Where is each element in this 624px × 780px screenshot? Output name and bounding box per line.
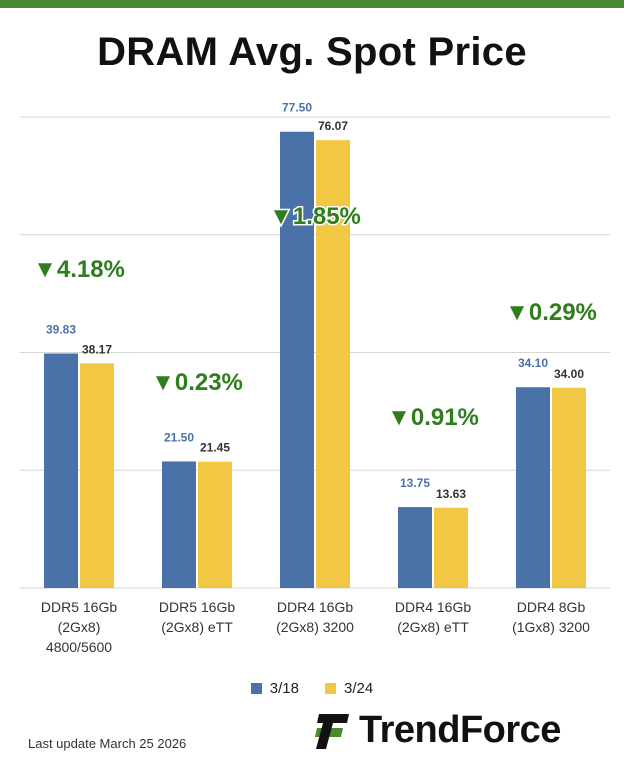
- data-label-1-5: 34.10: [518, 356, 548, 370]
- logo-wordmark: TrendForce: [359, 709, 561, 751]
- trendforce-logo-icon: [315, 713, 349, 749]
- top-accent-bar: [0, 0, 624, 8]
- legend: 3/18 3/24: [0, 680, 624, 697]
- data-label-2-4: 13.63: [436, 487, 466, 501]
- change-label-5: ▼0.29%: [505, 299, 597, 326]
- legend-item-series-1: 3/18: [250, 680, 299, 697]
- bar-2-5: [552, 387, 586, 588]
- change-label-1: ▼4.18%: [33, 256, 125, 283]
- category-label-2-line-1: DDR5 16Gb: [159, 599, 235, 615]
- change-label-2: ▼0.23%: [151, 369, 243, 396]
- category-label-1-line-2: (2Gx8): [58, 619, 101, 635]
- chart-title: DRAM Avg. Spot Price: [97, 30, 527, 74]
- bar-1-2: [162, 461, 196, 588]
- category-label-4-line-1: DDR4 16Gb: [395, 599, 471, 615]
- category-label-3-line-1: DDR4 16Gb: [277, 599, 353, 615]
- data-label-1-4: 13.75: [400, 476, 430, 490]
- data-label-1-2: 21.50: [164, 430, 194, 444]
- data-label-2-3: 76.07: [318, 119, 348, 133]
- data-label-1-3: 77.50: [282, 101, 312, 115]
- data-label-2-1: 38.17: [82, 342, 112, 356]
- legend-label-series-1: 3/18: [269, 680, 299, 697]
- trendforce-logo: TrendForce: [313, 709, 561, 752]
- bar-2-1: [80, 363, 114, 588]
- data-label-1-1: 39.83: [46, 323, 76, 337]
- data-label-2-2: 21.45: [200, 441, 230, 455]
- legend-swatch-series-1: [250, 683, 262, 694]
- category-label-2-line-2: (2Gx8) eTT: [161, 619, 233, 635]
- bar-2-2: [198, 461, 232, 588]
- bar-chart: 39.83 38.17 ▼4.18% DDR5 16Gb (2Gx8) 4800/5600…: [20, 101, 610, 655]
- category-label-3-line-2: (2Gx8) 3200: [276, 619, 354, 635]
- category-label-4-line-2: (2Gx8) eTT: [397, 619, 469, 635]
- category-label-5-line-1: DDR4 8Gb: [517, 599, 586, 615]
- data-label-2-5: 34.00: [554, 367, 584, 381]
- bar-2-4: [434, 507, 468, 588]
- bar-1-4: [398, 507, 432, 588]
- legend-item-series-2: 3/24: [325, 680, 373, 697]
- change-label-3: ▼1.85%: [269, 203, 361, 230]
- bar-2-3: [316, 140, 350, 588]
- category-label-1-line-1: DDR5 16Gb: [41, 599, 117, 615]
- change-label-4: ▼0.91%: [387, 404, 479, 431]
- bar-1-5: [516, 387, 550, 588]
- bar-1-3: [280, 131, 314, 588]
- legend-swatch-series-2: [325, 683, 336, 694]
- legend-label-series-2: 3/24: [344, 680, 374, 697]
- category-label-1-line-3: 4800/5600: [46, 639, 112, 655]
- bar-1-1: [44, 353, 78, 588]
- last-update-text: Last update March 25 2026: [28, 736, 187, 751]
- category-label-5-line-2: (1Gx8) 3200: [512, 619, 590, 635]
